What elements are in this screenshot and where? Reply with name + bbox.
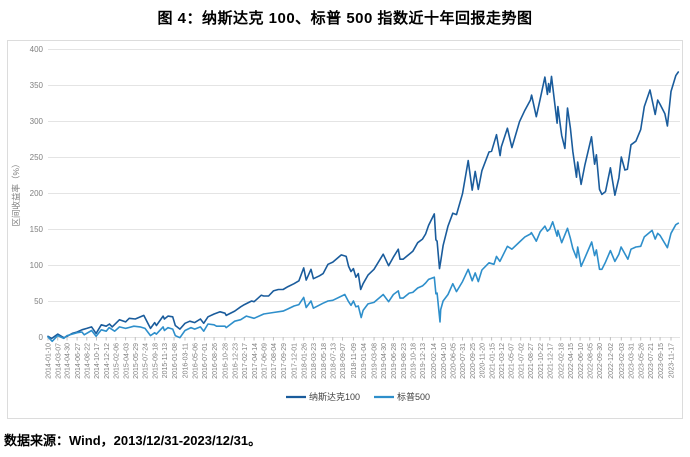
y-axis-title: 区间收益率（%）	[11, 159, 21, 226]
x-tick-label: 2019-10-18	[411, 343, 418, 379]
x-tick-label: 2015-05-29	[133, 343, 140, 379]
legend-item-sp500: 标普500	[374, 391, 430, 402]
x-tick-label: 2021-12-17	[547, 343, 554, 379]
sp500-line	[47, 221, 680, 343]
y-tick-label: 350	[30, 81, 44, 90]
y-tick-label: 300	[30, 117, 44, 126]
x-tick-label: 2021-05-07	[509, 343, 516, 379]
x-tick-label: 2017-02-17	[242, 343, 249, 379]
x-tick-label: 2016-01-08	[172, 343, 179, 379]
x-tick-label: 2015-07-24	[143, 343, 150, 379]
x-tick-marks	[47, 337, 672, 341]
legend-item-nasdaq100: 纳斯达克100	[286, 391, 360, 402]
x-tick-label: 2019-04-30	[381, 343, 388, 379]
x-tick-label: 2023-02-03	[619, 343, 626, 379]
x-tick-label: 2015-09-18	[152, 343, 159, 379]
x-tick-label: 2016-03-11	[183, 343, 190, 378]
x-tick-label: 2019-08-23	[401, 343, 408, 379]
nasdaq100-legend-label: 纳斯达克100	[309, 391, 360, 402]
data-source-note: 数据来源：Wind，2013/12/31-2023/12/31。	[4, 433, 262, 448]
y-gridlines	[48, 49, 680, 338]
x-tick-label: 2018-09-07	[340, 343, 347, 379]
legend: 纳斯达克100 标普500	[286, 391, 430, 402]
y-tick-label: 200	[30, 189, 44, 198]
x-tick-label: 2020-04-10	[441, 343, 448, 379]
x-tick-label: 2020-06-05	[451, 343, 458, 379]
sp500-legend-label: 标普500	[397, 391, 430, 402]
x-tick-label: 2019-06-28	[391, 343, 398, 379]
x-tick-label: 2014-04-30	[65, 343, 72, 379]
x-tick-label: 2023-09-15	[658, 343, 665, 379]
x-tick-label: 2021-01-15	[489, 343, 496, 379]
x-tick-label: 2016-10-28	[223, 343, 230, 379]
x-tick-label: 2018-03-23	[311, 343, 318, 379]
x-tick-label: 2019-03-08	[372, 343, 379, 379]
x-tick-label: 2021-10-22	[538, 343, 545, 379]
x-tick-label: 2020-02-14	[431, 343, 438, 379]
y-tick-label: 100	[30, 261, 44, 270]
x-tick-label: 2023-11-17	[669, 343, 676, 378]
x-tick-label: 2019-12-13	[420, 343, 427, 379]
x-tick-label: 2021-07-02	[518, 343, 525, 379]
x-tick-label: 2023-03-31	[629, 343, 636, 379]
x-tick-label: 2023-05-26	[638, 343, 645, 379]
x-tick-label: 2022-06-10	[578, 343, 585, 379]
x-tick-label: 2018-05-18	[321, 343, 328, 379]
x-tick-label: 2018-07-13	[331, 343, 338, 379]
x-tick-label: 2017-04-14	[252, 343, 259, 379]
x-tick-label: 2014-01-10	[46, 343, 53, 379]
x-tick-label: 2023-07-21	[648, 343, 655, 379]
x-tick-label: 2016-05-06	[192, 343, 199, 379]
x-tick-label: 2014-08-22	[84, 343, 91, 379]
x-tick-label: 2017-08-04	[271, 343, 278, 379]
x-tick-label: 2017-09-29	[281, 343, 288, 379]
x-tick-label: 2022-04-15	[568, 343, 575, 379]
x-tick-label: 2015-11-13	[162, 343, 169, 378]
chart-panel: 0 50 100 150 200 250 300 350 400 区间收益率（%） 2014-01-…	[7, 40, 683, 419]
x-tick-label: 2022-08-05	[587, 343, 594, 379]
x-tick-label: 2014-06-27	[75, 343, 82, 379]
x-tick-label: 2014-10-17	[94, 343, 101, 379]
x-tick-label: 2014-03-07	[55, 343, 62, 379]
x-tick-label: 2017-12-01	[292, 343, 299, 379]
x-tick-label: 2020-07-31	[460, 343, 467, 379]
x-tick-label: 2017-06-09	[261, 343, 268, 379]
x-axis-labels: 2014-01-10 2014-03-07 2014-04-30 2014-06-27…	[46, 343, 676, 379]
chart-svg: 0 50 100 150 200 250 300 350 400 区间收益率（%） 2014-01-…	[11, 45, 680, 402]
x-tick-label: 2016-08-26	[212, 343, 219, 379]
x-tick-label: 2016-12-23	[232, 343, 239, 379]
page-title: 图 4：纳斯达克 100、标普 500 指数近十年回报走势图	[157, 10, 533, 27]
x-tick-label: 2020-09-25	[470, 343, 477, 379]
x-tick-label: 2014-12-12	[104, 343, 111, 379]
x-tick-label: 2021-03-12	[499, 343, 506, 379]
x-tick-label: 2015-02-06	[114, 343, 121, 379]
x-tick-label: 2022-02-18	[558, 343, 565, 379]
x-tick-label: 2022-09-30	[597, 343, 604, 379]
x-tick-label: 2015-04-03	[123, 343, 130, 379]
x-tick-label: 2016-07-01	[202, 343, 209, 379]
y-tick-label: 250	[30, 153, 44, 162]
x-tick-label: 2019-01-04	[361, 343, 368, 379]
x-tick-label: 2022-12-02	[608, 343, 615, 379]
x-tick-label: 2018-01-26	[301, 343, 308, 379]
y-tick-label: 0	[39, 333, 44, 342]
x-tick-label: 2018-11-09	[351, 343, 358, 378]
y-tick-label: 150	[30, 225, 44, 234]
x-tick-label: 2021-08-27	[528, 343, 535, 379]
y-tick-label: 50	[34, 297, 43, 306]
nasdaq100-line	[47, 71, 680, 340]
y-axis-labels: 0 50 100 150 200 250 300 350 400	[30, 45, 44, 342]
x-tick-label: 2020-11-20	[480, 343, 487, 378]
y-tick-label: 400	[30, 45, 44, 54]
